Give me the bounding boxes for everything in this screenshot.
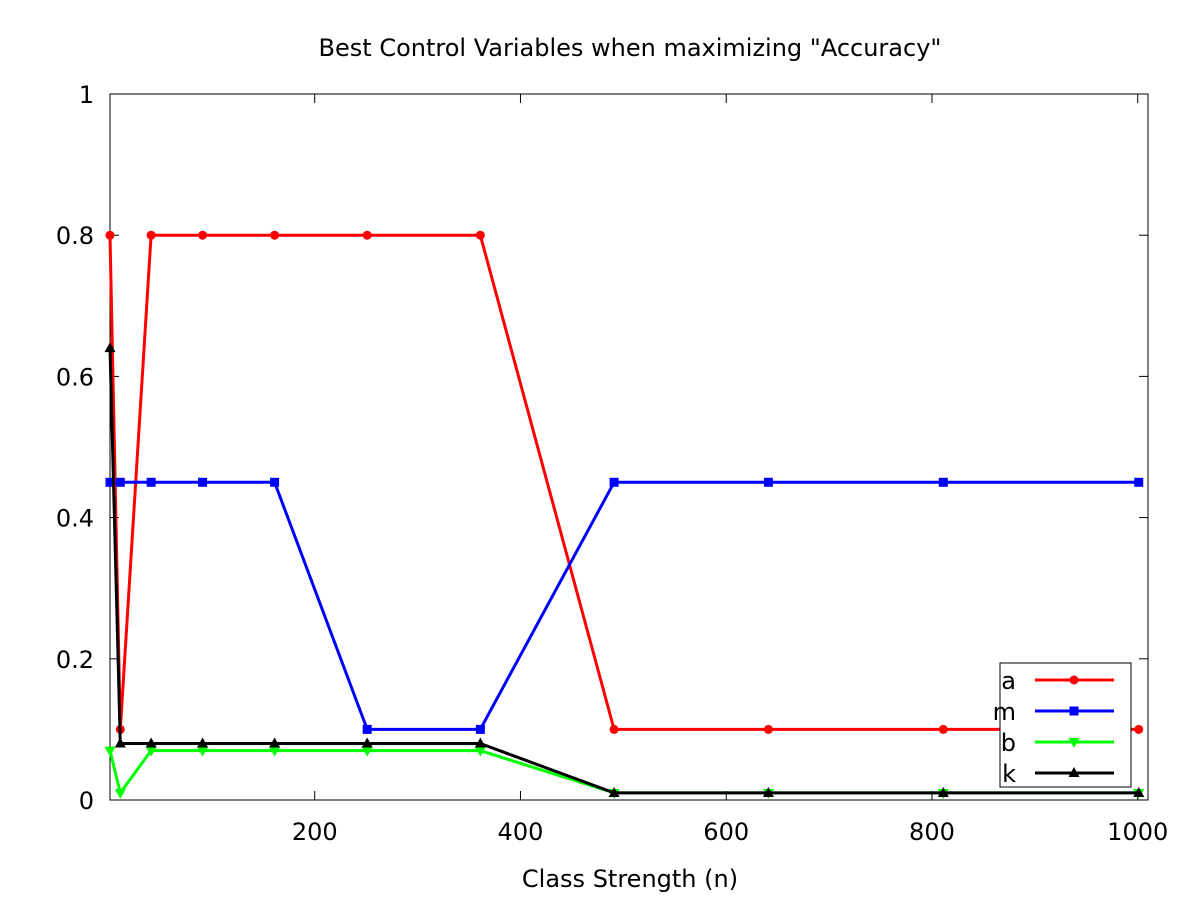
data-point-m [105, 477, 115, 487]
x-tick-label: 600 [703, 818, 749, 846]
x-tick-label: 800 [909, 818, 955, 846]
data-point-m [938, 477, 948, 487]
data-point-b [474, 746, 486, 757]
data-point-k [474, 737, 486, 748]
data-point-a [938, 724, 948, 734]
chart-title: Best Control Variables when maximizing "… [319, 34, 942, 62]
data-point-k [197, 737, 209, 748]
data-point-a [475, 230, 485, 240]
legend-box [999, 662, 1132, 788]
data-point-k [608, 786, 620, 797]
data-point-b [145, 746, 157, 757]
legend-label-k: k [1002, 760, 1016, 788]
series-layer [104, 230, 1145, 799]
legend-marker-b [1068, 738, 1080, 748]
data-point-m [475, 724, 485, 734]
data-point-a [198, 230, 208, 240]
data-point-a [1134, 724, 1144, 734]
data-point-a [763, 724, 773, 734]
data-point-m [1134, 477, 1144, 487]
data-point-a [105, 230, 115, 240]
data-point-a [146, 230, 156, 240]
data-point-m [146, 477, 156, 487]
data-point-m [763, 477, 773, 487]
y-tick-label: 1 [79, 81, 94, 109]
series-b [104, 746, 1145, 799]
data-point-k [104, 342, 116, 353]
y-tick-label: 0.8 [56, 222, 94, 250]
legend-marker-a [1069, 675, 1079, 685]
data-point-b [361, 746, 373, 757]
legend-label-m: m [993, 698, 1016, 726]
series-line-m [110, 480, 1139, 731]
y-tick-label: 0.2 [56, 646, 94, 674]
data-point-m [609, 477, 619, 487]
data-point-m [270, 477, 280, 487]
data-point-m [362, 724, 372, 734]
data-point-b [114, 788, 126, 799]
data-point-b [104, 746, 116, 757]
plot-area-frame [109, 93, 1149, 801]
data-point-b [197, 746, 209, 757]
data-point-k [762, 786, 774, 797]
x-tick-label: 400 [498, 818, 544, 846]
y-tick-label: 0.4 [56, 505, 94, 533]
legend-label-a: a [1001, 667, 1016, 695]
data-point-a [362, 230, 372, 240]
series-line-k [108, 348, 1139, 795]
x-axis-label: Class Strength (n) [522, 865, 738, 893]
data-point-k [114, 737, 126, 748]
series-a [105, 230, 1144, 734]
legend-marker-k [1068, 767, 1080, 777]
data-point-k [145, 737, 157, 748]
series-m [105, 477, 1144, 734]
data-point-m [198, 477, 208, 487]
data-point-k [937, 786, 949, 797]
data-point-b [269, 746, 281, 757]
data-point-k [269, 737, 281, 748]
data-point-k [361, 737, 373, 748]
y-tick-label: 0 [79, 787, 94, 815]
legend-label-b: b [1001, 729, 1016, 757]
series-line-b [108, 749, 1139, 795]
data-point-k [1133, 786, 1145, 797]
y-tick-label: 0.6 [56, 363, 94, 391]
series-k [104, 342, 1145, 797]
axis-ticks: 0 0.2 0.4 0.6 0.8 1 200 400 600 800 1000 [56, 81, 1168, 846]
legend-marker-m [1069, 706, 1079, 716]
x-tick-label: 200 [292, 818, 338, 846]
x-tick-label: 1000 [1107, 818, 1168, 846]
data-point-a [270, 230, 280, 240]
data-point-m [115, 477, 125, 487]
data-point-a [609, 724, 619, 734]
